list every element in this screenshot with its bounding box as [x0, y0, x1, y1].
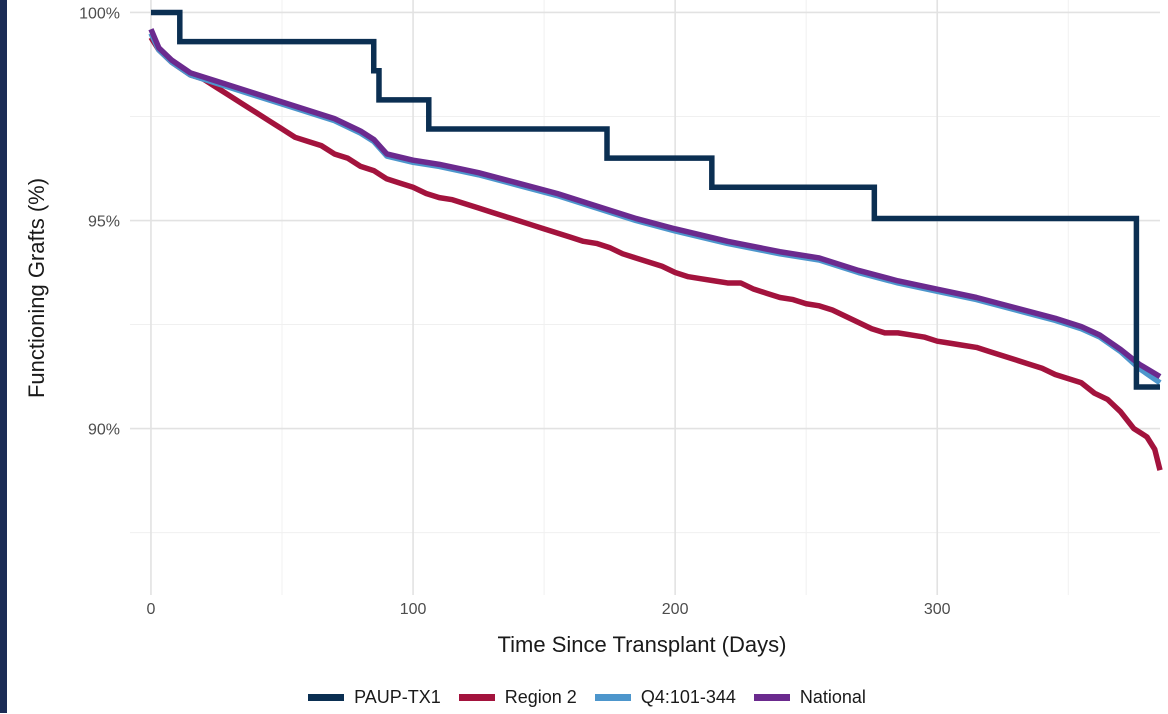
legend-item: Q4:101-344	[594, 686, 736, 708]
y-tick-label: 100%	[79, 5, 120, 22]
series-line-q4-101-344	[148, 32, 1162, 386]
grid-layer	[130, 0, 1160, 595]
legend-swatch	[458, 693, 495, 701]
series-line-paup-tx1	[150, 9, 1160, 390]
x-axis-title: Time Since Transplant (Days)	[498, 632, 787, 657]
x-tick-label: 200	[662, 601, 689, 618]
series-line-national	[148, 28, 1162, 379]
legend-swatch	[753, 693, 790, 701]
tick-layer: 0 100 200 300 90% 95% 100%	[79, 5, 951, 618]
legend-label: PAUP-TX1	[354, 686, 441, 707]
x-tick-label: 100	[400, 601, 427, 618]
legend-label: National	[799, 686, 866, 707]
series-line-region-2	[148, 35, 1163, 471]
legend-swatch	[308, 693, 345, 701]
y-tick-label: 90%	[88, 422, 120, 439]
legend-swatch	[594, 693, 631, 701]
legend-item: National	[753, 686, 866, 708]
legend-item: PAUP-TX1	[308, 687, 441, 708]
chart-plot: 0 100 200 300 90% 95% 100% Time Since Transpla…	[24, 0, 1163, 657]
y-axis-title: Functioning Grafts (%)	[24, 178, 49, 398]
left-border-accent	[0, 0, 7, 713]
legend-label: Region 2	[504, 686, 577, 707]
legend: PAUP-TX1 Region 2 Q4:101-344 National	[0, 680, 1168, 714]
x-tick-label: 0	[147, 601, 156, 618]
y-tick-label: 95%	[88, 214, 120, 231]
x-tick-label: 300	[924, 601, 951, 618]
series-layer	[148, 9, 1163, 471]
legend-item: Region 2	[458, 686, 577, 708]
legend-label: Q4:101-344	[640, 686, 736, 707]
